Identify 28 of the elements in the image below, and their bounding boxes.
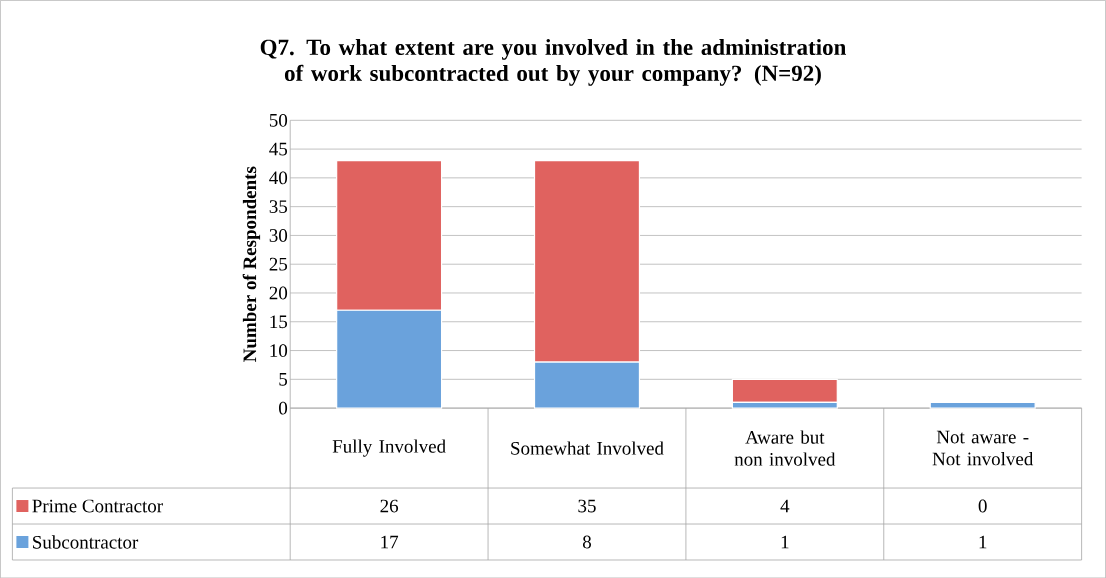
data-label: 17 — [381, 535, 399, 549]
data-label: 1 — [979, 535, 987, 549]
y-tick-label: 15 — [270, 315, 288, 328]
y-tick-label: 45 — [269, 142, 288, 156]
data-label: 4 — [780, 499, 790, 513]
y-axis-title: Number of Respondents — [242, 166, 261, 362]
legend-label: Prime Contractor — [32, 499, 163, 513]
data-label: 26 — [380, 499, 399, 513]
x-tick-label: Fully Involved — [332, 439, 446, 457]
y-tick-label: 50 — [269, 113, 288, 127]
data-label: 0 — [978, 499, 987, 513]
x-tick-label: Aware but non involved — [734, 430, 836, 466]
chart-title: Q7. To what extent are you involved in the administration of work subcontracted out by your company? (N=92) — [260, 38, 847, 86]
y-tick-label: 10 — [270, 343, 288, 357]
x-tick-label: Somewhat Involved — [511, 441, 664, 455]
y-tick-label: 40 — [269, 171, 288, 185]
y-tick-label: 5 — [279, 372, 288, 386]
y-tick-label: 20 — [269, 286, 288, 300]
y-tick-label: 25 — [269, 257, 288, 271]
legend-label: Subcontractor — [33, 535, 139, 549]
bar — [929, 401, 1036, 409]
y-tick-label: 0 — [279, 401, 288, 415]
x-tick-label: Not aware - Not involved — [932, 430, 1034, 466]
data-label: 35 — [578, 499, 596, 513]
data-label: 1 — [781, 535, 789, 549]
y-tick-label: 30 — [269, 228, 288, 242]
y-tick-label: 35 — [269, 200, 288, 213]
data-label: 8 — [582, 535, 592, 549]
